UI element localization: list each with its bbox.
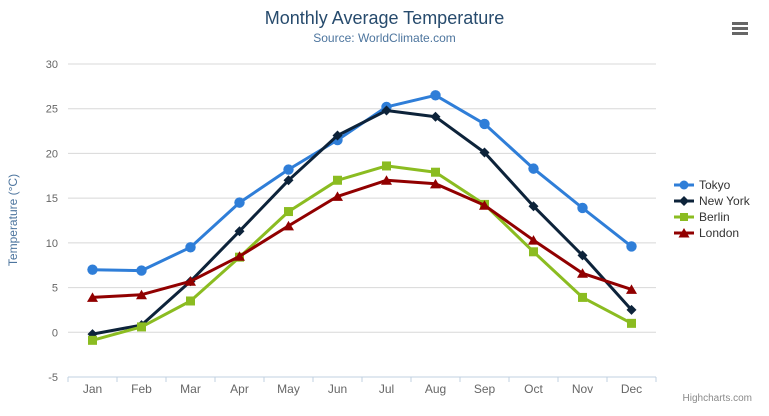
data-point-tokyo-jan[interactable] xyxy=(87,264,98,275)
data-point-tokyo-sep[interactable] xyxy=(479,118,490,130)
data-point-tokyo-apr[interactable] xyxy=(234,197,245,208)
legend-triangle-icon xyxy=(674,228,694,238)
legend-label: New York xyxy=(699,194,750,208)
data-point-berlin-jul[interactable] xyxy=(382,161,391,171)
data-point-berlin-jun[interactable] xyxy=(333,175,342,185)
x-axis-tick-label: Oct xyxy=(524,382,543,396)
data-point-london-jun[interactable] xyxy=(332,191,343,201)
data-point-tokyo-feb[interactable] xyxy=(136,265,147,276)
data-point-tokyo-oct[interactable] xyxy=(528,163,539,174)
data-point-new-york-dec[interactable] xyxy=(626,304,637,315)
series-line-berlin xyxy=(91,164,633,342)
y-axis-tick-label: 10 xyxy=(46,238,58,250)
series-line-london xyxy=(91,178,633,299)
highcharts-credit-link[interactable]: Highcharts.com xyxy=(682,393,752,404)
legend-circle-icon xyxy=(674,180,694,190)
data-point-london-aug[interactable] xyxy=(430,178,441,189)
data-point-london-mar[interactable] xyxy=(185,276,196,286)
y-axis-tick-label: 5 xyxy=(52,283,58,295)
legend-item-tokyo[interactable]: Tokyo xyxy=(674,177,750,193)
legend-item-new-york[interactable]: New York xyxy=(674,193,750,209)
x-axis-tick-label: May xyxy=(277,382,300,396)
x-axis-tick-label: Nov xyxy=(572,382,593,396)
data-point-london-may[interactable] xyxy=(283,220,294,231)
data-point-berlin-may[interactable] xyxy=(284,207,293,217)
data-point-tokyo-aug[interactable] xyxy=(430,90,441,101)
data-point-new-york-nov[interactable] xyxy=(577,250,588,261)
legend-diamond-icon xyxy=(674,196,694,206)
data-point-london-apr[interactable] xyxy=(234,251,245,261)
data-point-berlin-jan[interactable] xyxy=(88,335,97,345)
data-point-tokyo-nov[interactable] xyxy=(577,202,588,214)
legend-item-berlin[interactable]: Berlin xyxy=(674,209,750,225)
data-point-london-sep[interactable] xyxy=(479,200,490,210)
data-point-tokyo-dec[interactable] xyxy=(626,241,637,252)
x-axis-tick-label: Dec xyxy=(621,382,642,396)
chart-subtitle: Source: WorldClimate.com xyxy=(313,31,456,45)
data-point-berlin-aug[interactable] xyxy=(431,167,440,177)
legend-square-icon xyxy=(674,213,694,221)
x-axis-tick-label: Jan xyxy=(83,382,102,396)
data-point-berlin-feb[interactable] xyxy=(137,322,146,332)
y-axis-tick-label: 20 xyxy=(46,148,58,160)
x-axis-tick-label: Aug xyxy=(425,382,446,396)
data-point-berlin-dec[interactable] xyxy=(627,318,636,328)
y-axis-tick-label: 30 xyxy=(46,59,58,71)
data-point-berlin-nov[interactable] xyxy=(578,292,587,302)
data-point-tokyo-may[interactable] xyxy=(283,164,294,175)
data-point-tokyo-mar[interactable] xyxy=(185,242,196,253)
x-axis-tick-label: Apr xyxy=(230,382,249,396)
x-axis-tick-label: Jun xyxy=(328,382,347,396)
chart-title: Monthly Average Temperature xyxy=(264,8,505,28)
legend-label: Tokyo xyxy=(699,178,731,192)
data-point-new-york-may[interactable] xyxy=(283,175,294,186)
data-point-london-oct[interactable] xyxy=(528,235,539,245)
data-point-new-york-jun[interactable] xyxy=(332,130,343,141)
x-axis-tick-label: Feb xyxy=(131,382,152,396)
x-axis-tick-label: Mar xyxy=(180,382,201,396)
series-line-new-york xyxy=(91,109,633,336)
data-point-berlin-mar[interactable] xyxy=(186,296,195,306)
y-axis-tick-label: 25 xyxy=(46,104,58,116)
export-menu-button[interactable] xyxy=(729,19,751,38)
hamburger-menu-icon xyxy=(732,22,748,35)
x-axis-tick-label: Sep xyxy=(474,382,496,396)
data-point-new-york-sep[interactable] xyxy=(479,147,490,158)
data-point-new-york-jul[interactable] xyxy=(381,105,392,116)
legend-item-london[interactable]: London xyxy=(674,225,750,241)
data-point-berlin-oct[interactable] xyxy=(529,247,538,257)
data-point-new-york-oct[interactable] xyxy=(528,201,539,212)
data-point-london-feb[interactable] xyxy=(136,289,147,300)
legend-label: Berlin xyxy=(699,210,730,224)
data-point-new-york-apr[interactable] xyxy=(234,226,245,237)
data-point-new-york-aug[interactable] xyxy=(430,111,441,122)
legend: Tokyo New York Berlin London xyxy=(674,177,750,241)
y-axis-tick-label: -5 xyxy=(48,372,58,384)
data-point-london-jul[interactable] xyxy=(381,175,392,185)
y-axis-tick-label: 15 xyxy=(46,193,58,205)
y-axis-tick-label: 0 xyxy=(52,327,58,339)
x-axis-tick-label: Jul xyxy=(379,382,394,396)
data-point-london-jan[interactable] xyxy=(87,292,98,302)
legend-label: London xyxy=(699,226,740,240)
data-point-london-dec[interactable] xyxy=(626,284,637,294)
data-point-london-nov[interactable] xyxy=(577,268,588,278)
